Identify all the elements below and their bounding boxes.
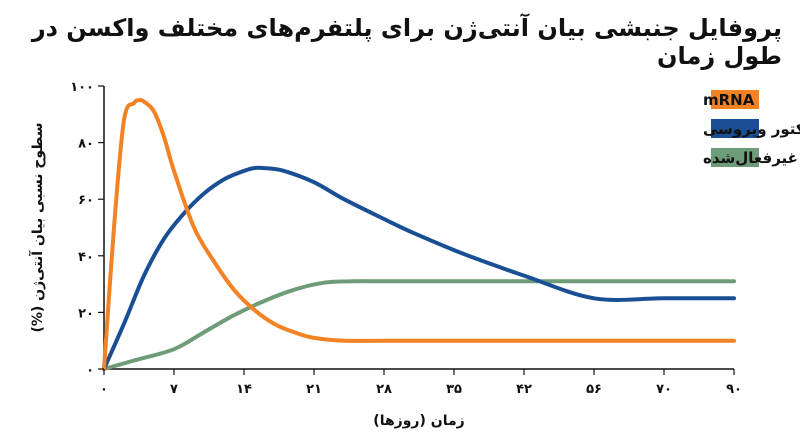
- x-tick-label: ۷۰: [656, 382, 672, 397]
- y-tick-label: ۴۰: [78, 250, 94, 265]
- y-tick-label: ۸۰: [78, 137, 94, 152]
- y-tick-label: ۰: [86, 363, 94, 378]
- x-tick-label: ۹۰: [726, 382, 742, 397]
- legend-label: وکتور ویروسی: [703, 120, 800, 138]
- x-tick-label: ۱۴: [236, 382, 252, 397]
- y-tick-label: ۲۰: [78, 306, 94, 321]
- y-tick-label: ۱۰۰: [70, 80, 94, 95]
- legend-swatch: [711, 148, 759, 167]
- y-axis-label: سطوح نسبی بیان آنتی‌ژن (%): [28, 122, 46, 332]
- legend-swatch: [711, 90, 759, 109]
- x-tick-label: ۳۵: [446, 382, 462, 397]
- legend-swatch: [711, 119, 759, 138]
- x-tick-label: ۰: [100, 382, 108, 397]
- x-axis-label: زمان (روزها): [373, 413, 464, 429]
- legend-label: غیرفعال‌شده: [703, 149, 798, 167]
- series-line-2: [102, 279, 736, 371]
- chart-title: پروفایل جنبشی بیان آنتی‌ژن برای پلتفرم‌ه…: [31, 14, 782, 70]
- x-tick-label: ۵۶: [586, 382, 602, 397]
- series-line-1: [102, 165, 736, 371]
- x-tick-label: ۲۸: [376, 382, 392, 397]
- series-line-0: [102, 98, 736, 371]
- legend-label: mRNA: [703, 91, 755, 109]
- y-tick-label: ۶۰: [78, 193, 94, 208]
- x-tick-label: ۴۲: [516, 382, 532, 397]
- x-tick-label: ۲۱: [306, 382, 322, 397]
- x-tick-label: ۷: [170, 382, 178, 397]
